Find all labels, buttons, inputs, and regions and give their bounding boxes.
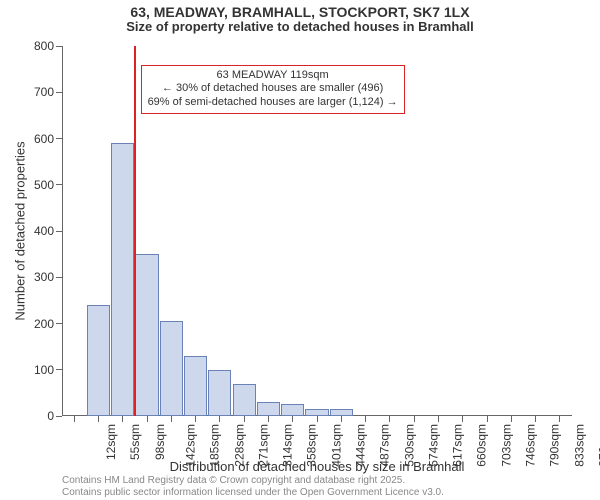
y-tick [56, 416, 62, 417]
histogram-bar [305, 409, 328, 416]
histogram-bar [184, 356, 207, 416]
x-tick [98, 416, 99, 422]
y-tick [56, 231, 62, 232]
histogram-bar [257, 402, 280, 416]
page-title: 63, MEADWAY, BRAMHALL, STOCKPORT, SK7 1L… [0, 0, 600, 20]
histogram-bar [330, 409, 353, 416]
x-tick [268, 416, 269, 422]
plot-area: 010020030040050060070080012sqm55sqm98sqm… [62, 46, 572, 416]
y-tick [56, 184, 62, 185]
x-tick [171, 416, 172, 422]
y-tick-label: 400 [34, 224, 54, 238]
marker-line [134, 46, 136, 416]
histogram-bar [233, 384, 256, 416]
x-tick [389, 416, 390, 422]
chart-container: 63, MEADWAY, BRAMHALL, STOCKPORT, SK7 1L… [0, 0, 600, 500]
y-axis-label: Number of detached properties [13, 141, 28, 320]
y-tick-label: 600 [34, 132, 54, 146]
y-tick-label: 500 [34, 178, 54, 192]
histogram-bar [87, 305, 110, 416]
x-tick [511, 416, 512, 422]
y-tick [56, 369, 62, 370]
annotation-line-1: ← 30% of detached houses are smaller (49… [148, 82, 398, 96]
x-tick [219, 416, 220, 422]
x-tick [147, 416, 148, 422]
y-tick [56, 92, 62, 93]
x-tick [244, 416, 245, 422]
x-tick [122, 416, 123, 422]
histogram-bar [160, 321, 183, 416]
y-tick-label: 800 [34, 39, 54, 53]
x-tick [487, 416, 488, 422]
x-tick-label: 876sqm [597, 424, 600, 467]
histogram-bar [135, 254, 158, 416]
x-tick [559, 416, 560, 422]
page-subtitle: Size of property relative to detached ho… [0, 20, 600, 37]
histogram-bar [208, 370, 231, 416]
x-tick [462, 416, 463, 422]
x-tick [195, 416, 196, 422]
y-tick-label: 300 [34, 270, 54, 284]
annotation-title: 63 MEADWAY 119sqm [148, 69, 398, 83]
footer-line-2: Contains public sector information licen… [62, 487, 444, 499]
y-tick-label: 700 [34, 85, 54, 99]
x-tick [535, 416, 536, 422]
x-tick [414, 416, 415, 422]
x-tick-label: 833sqm [572, 424, 586, 467]
y-tick-label: 0 [47, 409, 54, 423]
x-tick [292, 416, 293, 422]
histogram-bar [111, 143, 134, 416]
x-tick [74, 416, 75, 422]
histogram-bar [281, 404, 304, 416]
y-tick [56, 323, 62, 324]
x-tick-label: 55sqm [128, 424, 142, 460]
x-tick [365, 416, 366, 422]
y-tick [56, 277, 62, 278]
y-tick [56, 46, 62, 47]
y-tick [56, 138, 62, 139]
annotation-line-2: 69% of semi-detached houses are larger (… [148, 96, 398, 110]
footer-line-1: Contains HM Land Registry data © Crown c… [62, 475, 444, 487]
x-tick-label: 98sqm [153, 424, 167, 460]
y-tick-label: 100 [34, 363, 54, 377]
x-axis-label: Distribution of detached houses by size … [62, 459, 572, 474]
x-tick-label: 12sqm [104, 424, 118, 460]
annotation-box: 63 MEADWAY 119sqm← 30% of detached house… [141, 65, 405, 114]
footer-attribution: Contains HM Land Registry data © Crown c… [62, 475, 444, 498]
y-tick-label: 200 [34, 317, 54, 331]
x-tick [317, 416, 318, 422]
x-tick [341, 416, 342, 422]
y-axis-label-container: Number of detached properties [12, 46, 28, 416]
x-tick [438, 416, 439, 422]
y-axis-line [62, 46, 63, 416]
